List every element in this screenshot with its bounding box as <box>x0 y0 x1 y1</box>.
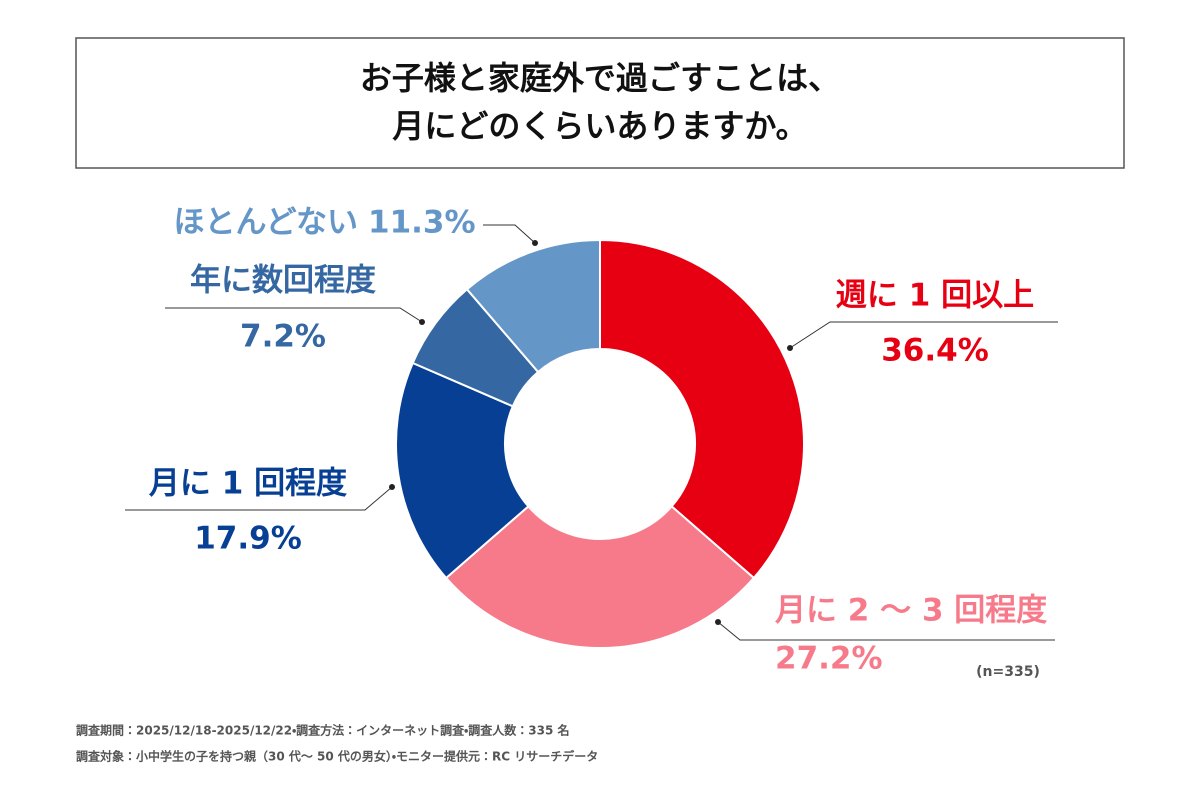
slice-value: 36.4% <box>881 333 989 369</box>
leader-dot <box>419 319 425 325</box>
slice-label: 月に 2 〜 3 回程度 <box>775 593 1047 629</box>
chart-title: お子様と家庭外で過ごすことは、 <box>360 59 840 97</box>
donut-slice <box>599 238 805 580</box>
leader-dot <box>787 345 793 351</box>
slice-value: 27.2% <box>775 641 883 677</box>
leader-line <box>483 224 536 244</box>
slice-value: 11.3% <box>368 205 476 241</box>
footnote: 調査期間：2025/12/18-2025/12/22・調査方法：インターネット調… <box>76 723 570 738</box>
sample-size: (n=335) <box>976 664 1040 680</box>
slice-label: 週に 1 回以上 <box>836 278 1034 314</box>
footnote: 調査対象：小中学生の子を持つ親（30 代〜 50 代の男女）・モニター提供元：R… <box>76 749 598 764</box>
title-box <box>75 37 1125 169</box>
leader-dot <box>715 619 721 625</box>
slice-label: 月に 1 回程度 <box>149 466 347 502</box>
chart-title: 月にどのくらいありますか。 <box>392 107 807 145</box>
leader-line <box>717 621 1055 641</box>
slice-value: 17.9% <box>194 521 302 557</box>
leader-line <box>789 321 1058 349</box>
slice-value: 7.2% <box>240 319 326 355</box>
leader-line <box>125 486 393 511</box>
slice-label: 年に数回程度 <box>190 263 376 299</box>
leader-dot <box>389 484 395 490</box>
donut-slice <box>444 504 756 649</box>
donut-slice <box>465 238 601 374</box>
leader-dot <box>532 240 538 246</box>
leader-line <box>165 307 423 323</box>
slice-label: ほとんどない <box>174 205 358 241</box>
donut-slice <box>395 361 530 580</box>
